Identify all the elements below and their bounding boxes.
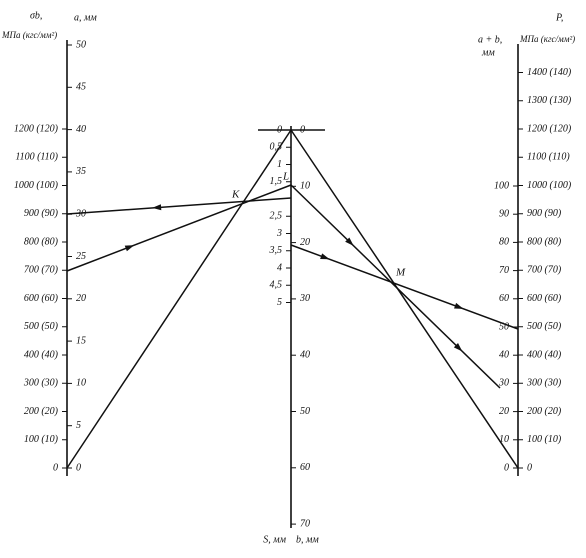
tick-label: 3,5 — [269, 245, 283, 256]
tick-label: 15 — [76, 335, 86, 346]
tick-label: 600 (60) — [527, 293, 562, 304]
tick-label: 1300 (130) — [527, 95, 572, 106]
tick-label: 45 — [76, 82, 86, 93]
tick-label: 200 (20) — [24, 406, 59, 417]
stress-unit: МПа (кгс/мм²) — [1, 30, 57, 40]
tick-label: 200 (20) — [527, 406, 562, 417]
tick-label: 80 — [499, 237, 509, 248]
tick-label: 10 — [76, 378, 86, 389]
tick-label: 60 — [499, 293, 509, 304]
tick-label: 0,5 — [270, 142, 283, 153]
tick-label: 1200 (120) — [14, 123, 59, 134]
tick-label: 300 (30) — [23, 378, 59, 389]
tick-label: 70 — [300, 518, 310, 529]
tick-label: 700 (70) — [527, 265, 562, 276]
tick-label: 600 (60) — [24, 293, 59, 304]
tick-label: 500 (50) — [527, 321, 562, 332]
tick-label: 1,5 — [270, 176, 283, 187]
tick-label: 35 — [75, 166, 86, 177]
tick-label: 900 (90) — [24, 208, 59, 219]
ray — [66, 197, 292, 215]
b-title: b, мм — [296, 534, 319, 545]
tick-label: 500 (50) — [24, 321, 59, 332]
tick-label: 0 — [53, 462, 58, 473]
tick-label: 0 — [300, 124, 305, 135]
ab-unit: мм — [481, 47, 495, 58]
tick-label: 0 — [277, 124, 282, 135]
ray — [290, 184, 501, 389]
tick-label: 50 — [499, 321, 509, 332]
tick-label: 100 — [494, 180, 509, 191]
tick-label: 700 (70) — [24, 265, 59, 276]
arrowhead — [152, 204, 162, 211]
tick-label: 100 (10) — [527, 434, 562, 445]
tick-label: 1 — [277, 159, 282, 170]
tick-label: 40 — [499, 349, 509, 360]
tick-label: 3 — [276, 228, 282, 239]
tick-label: 1400 (140) — [527, 67, 572, 78]
point-label: L — [282, 171, 289, 183]
tick-label: 70 — [499, 265, 509, 276]
arrowhead — [454, 302, 464, 309]
tick-label: 30 — [299, 293, 310, 304]
tick-label: 20 — [300, 237, 310, 248]
point-label: K — [231, 189, 240, 201]
tick-label: 800 (80) — [527, 236, 562, 247]
tick-label: 400 (40) — [527, 349, 562, 360]
tick-label: 10 — [300, 181, 310, 192]
tick-label: 400 (40) — [24, 349, 59, 360]
tick-label: 50 — [300, 406, 310, 417]
tick-label: 20 — [76, 293, 86, 304]
stress-title: σb, — [30, 10, 42, 21]
tick-label: 90 — [499, 208, 509, 219]
tick-label: 4,5 — [270, 280, 283, 291]
tick-label: 25 — [76, 251, 86, 262]
arrowhead — [345, 237, 354, 246]
tick-label: 30 — [498, 378, 509, 389]
arrowhead — [124, 245, 135, 252]
ray — [66, 129, 292, 469]
tick-label: 1100 (110) — [527, 152, 570, 163]
rays — [66, 129, 519, 469]
tick-label: 100 (10) — [24, 434, 59, 445]
tick-label: 4 — [277, 262, 282, 273]
ray — [66, 184, 292, 272]
tick-label: 1000 (100) — [527, 180, 572, 191]
tick-label: 5 — [277, 297, 282, 308]
ray — [290, 129, 519, 469]
tick-label: 60 — [300, 462, 310, 473]
arrowhead — [320, 253, 330, 260]
point-label: M — [395, 267, 406, 279]
tick-label: 0 — [527, 462, 532, 473]
p-title: P, — [555, 12, 563, 23]
tick-label: 300 (30) — [526, 378, 562, 389]
p-unit: МПа (кгс/мм²) — [519, 34, 575, 44]
tick-label: 800 (80) — [24, 236, 59, 247]
tick-label: 900 (90) — [527, 208, 562, 219]
tick-label: 2,5 — [270, 211, 283, 222]
tick-label: 5 — [76, 420, 81, 431]
tick-label: 50 — [76, 39, 86, 50]
arrowhead — [453, 343, 463, 352]
tick-label: 10 — [499, 434, 509, 445]
s-title: S, мм — [263, 534, 286, 545]
a-title: a, мм — [74, 12, 97, 23]
tick-label: 20 — [499, 406, 509, 417]
tick-label: 30 — [75, 208, 86, 219]
ab-title: a + b, — [478, 34, 502, 45]
tick-label: 40 — [76, 124, 86, 135]
tick-label: 1200 (120) — [527, 123, 572, 134]
tick-label: 1000 (100) — [14, 180, 59, 191]
tick-label: 0 — [504, 462, 509, 473]
tick-label: 1100 (110) — [15, 152, 58, 163]
tick-label: 40 — [300, 349, 310, 360]
tick-label: 0 — [76, 462, 81, 473]
